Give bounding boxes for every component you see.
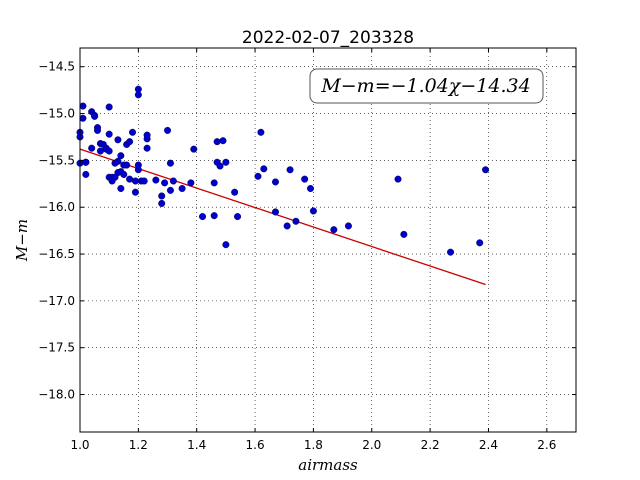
data-point [309,207,317,215]
data-point [210,212,218,220]
data-point [143,144,151,152]
data-point [400,230,408,238]
data-point [105,147,113,155]
data-point [158,199,166,207]
data-point [152,176,160,184]
x-tick-label: 1.4 [187,438,206,452]
data-point [161,179,169,187]
data-point [79,102,87,110]
y-tick-label: −16.0 [38,200,75,214]
data-point [88,144,96,152]
chart-title: 2022-02-07_203328 [242,28,414,48]
data-point [117,152,125,160]
data-point [140,177,148,185]
x-axis-label: airmass [298,456,358,474]
plot-frame [79,47,577,433]
fit-line-group [79,148,486,286]
x-tick-label: 2.6 [537,438,556,452]
data-point [482,166,490,174]
data-point [330,226,338,234]
data-point [257,128,265,136]
x-tick-label: 1.8 [304,438,323,452]
x-tick-label: 2.2 [421,438,440,452]
data-point [117,184,125,192]
y-tick-label: −18.0 [38,388,75,402]
data-point [222,241,230,249]
data-point [271,178,279,186]
data-point [231,188,239,196]
annotation-text: M−m=−1.04χ−14.34 [320,75,530,97]
data-point [126,175,134,183]
data-point [96,147,104,155]
data-point [91,112,99,120]
x-tick-label: 2.0 [362,438,381,452]
data-point [114,136,122,144]
data-point [301,175,309,183]
data-point [271,208,279,216]
data-point [199,213,207,221]
data-point [134,161,142,169]
annotation-box [309,68,544,104]
data-point [126,138,134,146]
data-point [260,165,268,173]
data-point [216,162,224,170]
data-point [219,137,227,145]
fit-line [79,148,486,286]
data-point [131,177,139,185]
data-point [187,179,195,187]
data-point [394,175,402,183]
data-point [344,222,352,230]
y-tick-label: −14.5 [38,60,75,74]
data-point [166,159,174,167]
data-point [210,179,218,187]
data-point [283,222,291,230]
data-point [131,188,139,196]
data-point [129,128,137,136]
data-point [254,172,262,180]
y-tick-label: −15.0 [38,107,75,121]
data-point [222,158,230,166]
x-tick-labels: 1.0 1.2 1.4 1.6 1.8 2.0 2.2 2.4 2.6 [70,438,556,452]
data-point [120,170,128,178]
data-point [105,130,113,138]
data-point [143,135,151,143]
data-point [476,239,484,247]
data-point [292,217,300,225]
data-point [123,161,131,169]
data-point [169,177,177,185]
data-point [178,184,186,192]
data-point [166,186,174,194]
data-point [114,157,122,165]
data-point [447,248,455,256]
x-tick-label: 1.2 [129,438,148,452]
data-point [164,126,172,134]
data-point [82,158,90,166]
data-point [213,138,221,146]
data-point [190,145,198,153]
y-tick-labels: −14.5 −15.0 −15.5 −16.0 −16.5 −17.0 −17.5 −18.0 [38,60,75,402]
y-tick-label: −15.5 [38,153,75,167]
x-tick-label: 2.4 [479,438,498,452]
y-tick-label: −17.5 [38,341,75,355]
data-point [306,184,314,192]
data-point [286,166,294,174]
data-points [76,85,490,256]
y-tick-label: −17.0 [38,294,75,308]
y-tick-label: −16.5 [38,247,75,261]
y-axis-label: M−m [13,219,31,262]
data-point [234,213,242,221]
data-point [105,103,113,111]
data-point [79,114,87,122]
fit-annotation: M−m=−1.04χ−14.34 [309,68,544,104]
grid-lines [79,48,576,432]
data-point [82,170,90,178]
data-point [158,192,166,200]
x-tick-label: 1.0 [70,438,89,452]
data-point [134,91,142,99]
data-point [94,126,102,134]
x-tick-label: 1.6 [246,438,265,452]
axis-ticks [79,48,576,432]
